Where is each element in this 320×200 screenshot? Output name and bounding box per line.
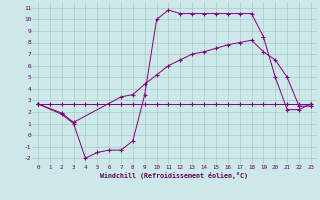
X-axis label: Windchill (Refroidissement éolien,°C): Windchill (Refroidissement éolien,°C) <box>100 172 248 179</box>
